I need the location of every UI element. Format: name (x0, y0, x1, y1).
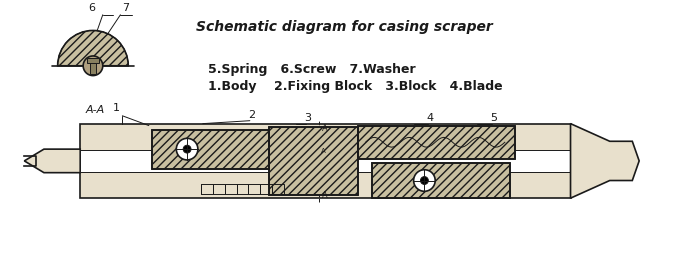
Bar (270, 126, 358, 195)
Ellipse shape (420, 177, 429, 184)
Text: 5: 5 (490, 113, 497, 123)
Wedge shape (58, 31, 128, 66)
Text: A-A: A-A (85, 105, 105, 115)
Text: 4: 4 (427, 113, 433, 123)
Text: 3: 3 (304, 113, 311, 123)
Text: 1.Body    2.Fixing Block   3.Block   4.Blade: 1.Body 2.Fixing Block 3.Block 4.Blade (208, 80, 502, 93)
Text: 5.Spring   6.Screw   7.Washer: 5.Spring 6.Screw 7.Washer (208, 63, 416, 76)
Bar (248, 184, 260, 194)
Bar (201, 184, 213, 194)
Text: Schematic diagram for casing scraper: Schematic diagram for casing scraper (195, 21, 493, 34)
Text: 6: 6 (88, 3, 95, 13)
Ellipse shape (183, 145, 191, 153)
Text: 2: 2 (248, 110, 255, 120)
Text: 7: 7 (122, 3, 129, 13)
Polygon shape (24, 149, 80, 173)
Text: A: A (321, 125, 327, 133)
Bar (80, 150, 570, 172)
Ellipse shape (413, 170, 436, 191)
Bar (80, 124, 570, 198)
Bar (358, 126, 515, 159)
Bar (270, 126, 358, 195)
Bar (87, 58, 99, 63)
Text: 1: 1 (113, 103, 120, 113)
Bar (90, 58, 96, 74)
Bar (225, 184, 237, 194)
Text: A: A (321, 148, 325, 154)
Bar (372, 163, 510, 198)
Bar (260, 184, 272, 194)
Ellipse shape (176, 138, 198, 160)
Bar (213, 184, 225, 194)
Bar (358, 126, 515, 159)
Bar (237, 184, 248, 194)
Bar (272, 184, 284, 194)
Text: A: A (321, 191, 327, 200)
Bar (372, 163, 510, 198)
Bar (152, 130, 270, 169)
Polygon shape (570, 124, 639, 198)
Circle shape (83, 56, 103, 76)
Bar (152, 130, 270, 169)
